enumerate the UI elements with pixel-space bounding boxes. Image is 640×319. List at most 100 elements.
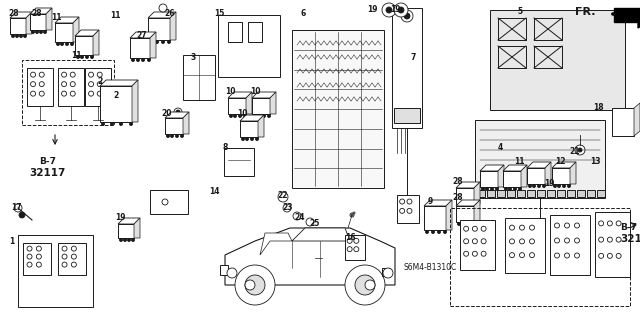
Text: 32117: 32117 bbox=[620, 234, 640, 244]
Circle shape bbox=[65, 42, 68, 46]
Text: 26: 26 bbox=[164, 9, 175, 18]
Circle shape bbox=[245, 275, 265, 295]
Bar bbox=[487, 190, 495, 197]
Circle shape bbox=[538, 184, 541, 188]
Circle shape bbox=[241, 137, 244, 140]
Bar bbox=[252, 98, 270, 114]
Circle shape bbox=[31, 91, 36, 96]
Bar bbox=[567, 190, 575, 197]
Bar bbox=[456, 206, 474, 222]
Text: 4: 4 bbox=[497, 143, 502, 152]
Polygon shape bbox=[424, 200, 452, 206]
Circle shape bbox=[472, 239, 477, 244]
Bar bbox=[595, 212, 630, 277]
Circle shape bbox=[61, 91, 67, 96]
Circle shape bbox=[472, 222, 474, 226]
Bar bbox=[183, 55, 215, 100]
Bar bbox=[477, 190, 485, 197]
Circle shape bbox=[253, 115, 257, 117]
Circle shape bbox=[607, 221, 612, 226]
Circle shape bbox=[472, 226, 477, 231]
Circle shape bbox=[90, 56, 93, 58]
Circle shape bbox=[354, 238, 359, 243]
Circle shape bbox=[102, 122, 104, 125]
Bar bbox=[614, 8, 640, 22]
Bar bbox=[392, 8, 422, 128]
Circle shape bbox=[438, 231, 440, 234]
Circle shape bbox=[39, 91, 44, 96]
Circle shape bbox=[529, 239, 534, 244]
Bar bbox=[505, 218, 545, 273]
Text: 2: 2 bbox=[97, 77, 102, 85]
Circle shape bbox=[77, 56, 79, 58]
Circle shape bbox=[12, 34, 15, 38]
Polygon shape bbox=[258, 115, 264, 137]
Circle shape bbox=[554, 223, 559, 228]
Text: FR.: FR. bbox=[575, 7, 595, 17]
Bar bbox=[382, 268, 390, 276]
Text: 1: 1 bbox=[10, 238, 15, 247]
Circle shape bbox=[616, 221, 621, 226]
Text: S6M4-B1310C: S6M4-B1310C bbox=[403, 263, 456, 272]
Bar bbox=[507, 190, 515, 197]
Circle shape bbox=[239, 115, 241, 117]
Polygon shape bbox=[570, 162, 576, 184]
Bar bbox=[240, 121, 258, 137]
Circle shape bbox=[404, 13, 410, 19]
Text: 10: 10 bbox=[250, 86, 260, 95]
Circle shape bbox=[39, 72, 44, 77]
Polygon shape bbox=[93, 30, 99, 55]
Polygon shape bbox=[252, 92, 276, 98]
Bar bbox=[85, 68, 111, 106]
Polygon shape bbox=[456, 182, 480, 188]
Bar bbox=[148, 18, 170, 40]
Circle shape bbox=[136, 58, 140, 62]
Bar bbox=[527, 168, 545, 184]
Text: 16: 16 bbox=[345, 233, 355, 241]
Circle shape bbox=[268, 115, 271, 117]
Circle shape bbox=[467, 222, 470, 226]
Circle shape bbox=[486, 188, 488, 190]
Polygon shape bbox=[46, 8, 52, 30]
Circle shape bbox=[27, 246, 32, 251]
Text: 28: 28 bbox=[452, 194, 463, 203]
Circle shape bbox=[398, 7, 404, 13]
Bar bbox=[224, 148, 254, 176]
Circle shape bbox=[180, 135, 184, 137]
Circle shape bbox=[490, 188, 493, 190]
Circle shape bbox=[31, 72, 36, 77]
Circle shape bbox=[350, 213, 354, 217]
Circle shape bbox=[426, 231, 429, 234]
Circle shape bbox=[31, 82, 36, 87]
Circle shape bbox=[575, 145, 585, 155]
Circle shape bbox=[306, 218, 314, 226]
Circle shape bbox=[564, 253, 570, 258]
Circle shape bbox=[461, 222, 465, 226]
Circle shape bbox=[70, 72, 76, 77]
Polygon shape bbox=[240, 115, 264, 121]
Bar bbox=[165, 118, 183, 134]
Text: 25: 25 bbox=[310, 219, 320, 228]
Bar bbox=[75, 36, 93, 55]
Circle shape bbox=[131, 58, 134, 62]
Circle shape bbox=[243, 115, 246, 117]
Text: 32117: 32117 bbox=[30, 168, 66, 178]
Circle shape bbox=[520, 239, 525, 244]
Text: 11: 11 bbox=[514, 158, 524, 167]
Circle shape bbox=[458, 204, 461, 207]
Bar bbox=[345, 235, 365, 260]
Circle shape bbox=[564, 238, 570, 243]
Text: 23: 23 bbox=[283, 204, 293, 212]
Circle shape bbox=[458, 222, 461, 226]
Circle shape bbox=[257, 115, 260, 117]
Circle shape bbox=[81, 56, 83, 58]
Polygon shape bbox=[118, 218, 140, 224]
Circle shape bbox=[481, 251, 486, 256]
Circle shape bbox=[407, 208, 412, 213]
Text: 12: 12 bbox=[555, 158, 565, 167]
Circle shape bbox=[61, 82, 67, 87]
Bar bbox=[58, 68, 84, 106]
Bar bbox=[118, 224, 134, 238]
Circle shape bbox=[234, 115, 237, 117]
Polygon shape bbox=[634, 103, 640, 136]
